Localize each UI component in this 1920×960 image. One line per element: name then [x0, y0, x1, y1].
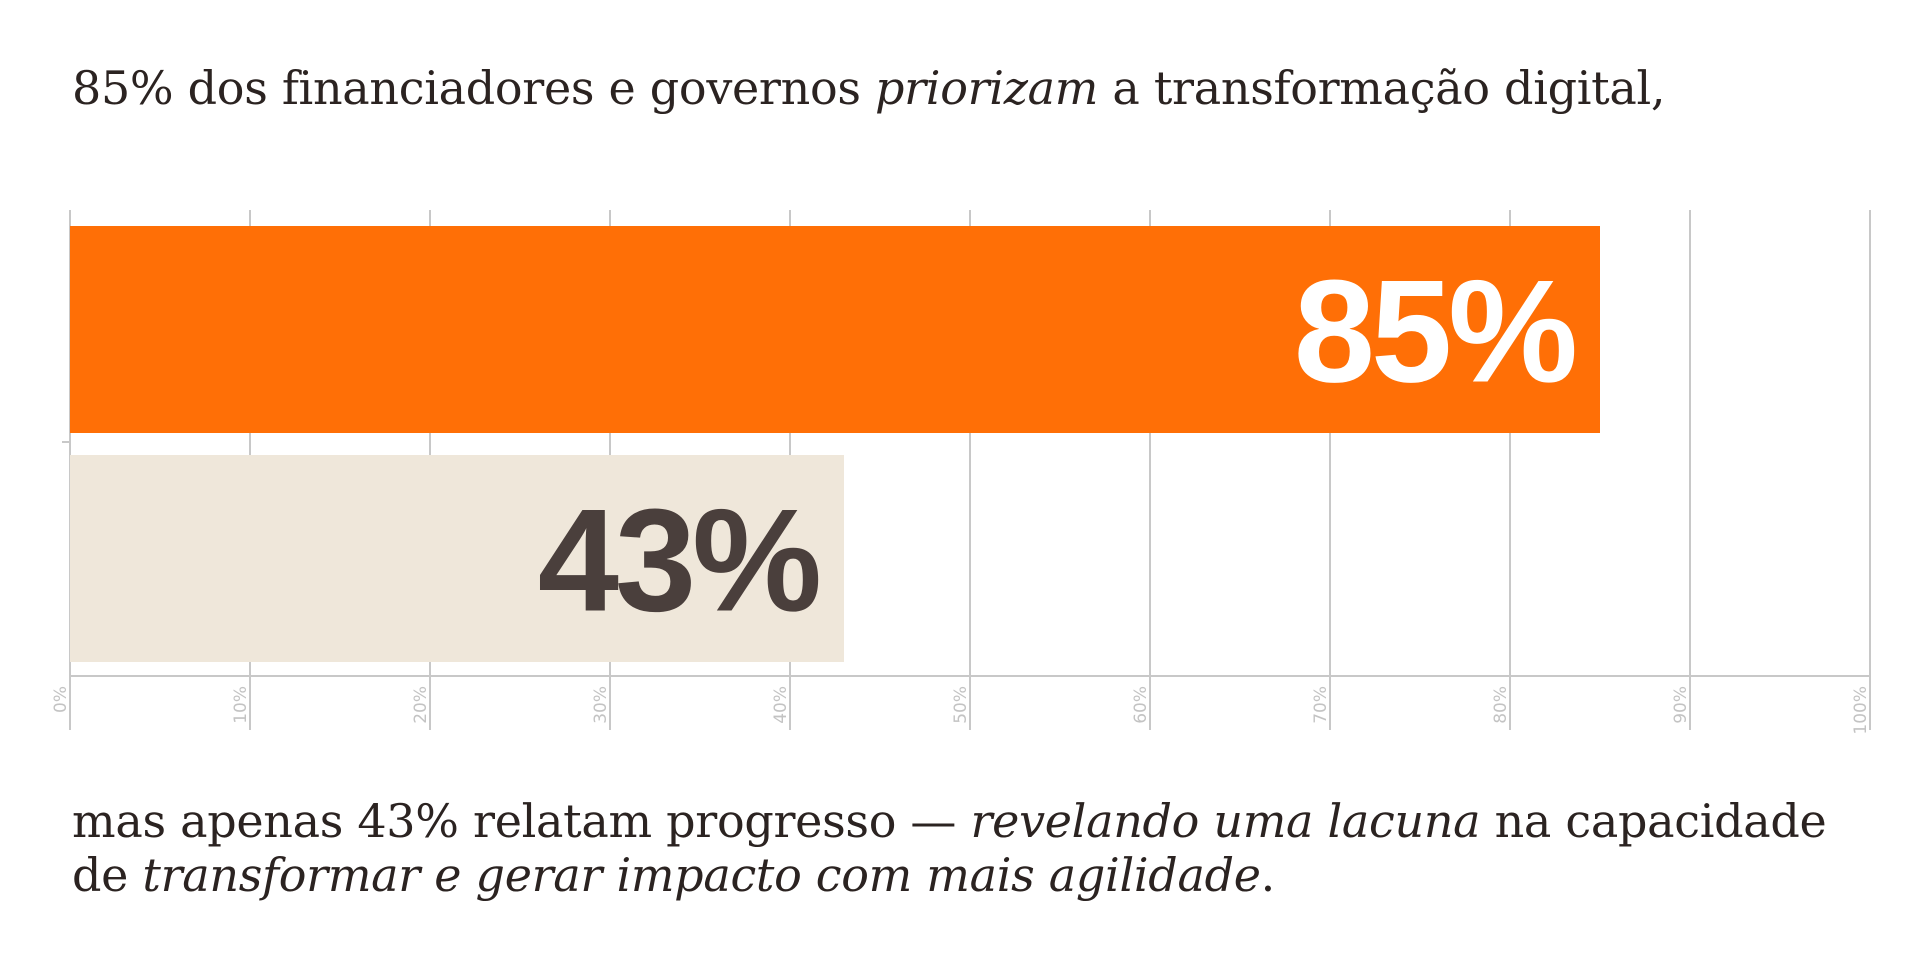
- tick-label-80: 80%: [1491, 686, 1511, 724]
- footer-text-1: mas apenas 43% relatam progresso —: [72, 794, 971, 848]
- footer-text-4: .: [1260, 848, 1276, 902]
- tick-label-0: 0%: [51, 686, 71, 713]
- tick-label-20: 20%: [411, 686, 431, 724]
- bar-43: [70, 455, 844, 662]
- tick-label-70: 70%: [1311, 686, 1331, 724]
- footer-line-2: de transformar e gerar impacto com mais …: [72, 848, 1872, 902]
- tick-label-30: 30%: [591, 686, 611, 724]
- bar-label-85: 85%: [1294, 250, 1574, 413]
- tick-label-90: 90%: [1671, 686, 1691, 724]
- bar-85: [70, 226, 1600, 433]
- footer-text-3: de: [72, 848, 143, 902]
- x-axis: 0% 10% 20% 30% 40% 50% 60% 70% 80% 90% 100%: [51, 441, 1871, 735]
- headline-text-2: a transformação digital,: [1098, 61, 1666, 115]
- footer-text-2: na capacidade: [1480, 794, 1827, 848]
- tick-label-60: 60%: [1131, 686, 1151, 724]
- headline-text-1: 85% dos financiadores e governos: [72, 61, 875, 115]
- tick-label-40: 40%: [771, 686, 791, 724]
- headline-emphasis: priorizam: [874, 61, 1099, 115]
- footer-line-1: mas apenas 43% relatam progresso — revel…: [72, 794, 1872, 848]
- tick-label-50: 50%: [951, 686, 971, 724]
- headline: 85% dos financiadores e governos prioriz…: [72, 58, 1666, 118]
- tick-label-100: 100%: [1851, 686, 1871, 735]
- bar-label-43: 43%: [538, 479, 818, 642]
- bars: 85% 43%: [70, 226, 1600, 662]
- footer-emphasis-2: transformar e gerar impacto com mais agi…: [142, 848, 1261, 902]
- footer-emphasis-1: revelando uma lacuna: [970, 794, 1481, 848]
- footer-text: mas apenas 43% relatam progresso — revel…: [72, 794, 1872, 902]
- tick-label-10: 10%: [231, 686, 251, 724]
